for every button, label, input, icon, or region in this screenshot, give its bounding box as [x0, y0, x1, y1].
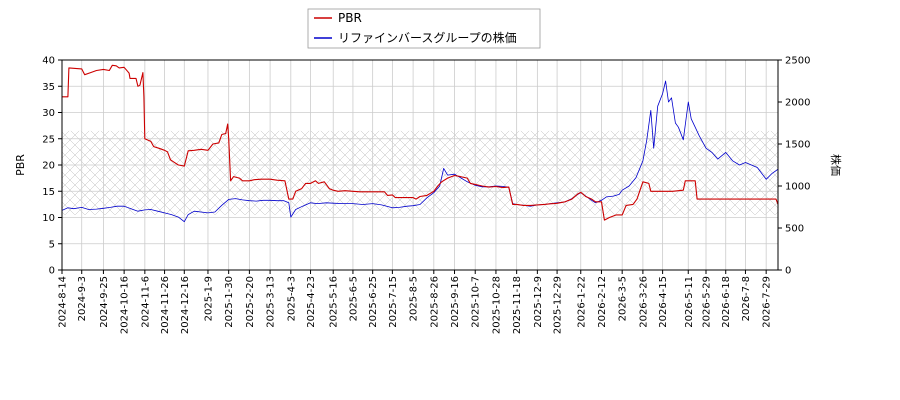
x-tick-label: 2025-3-13 — [266, 276, 277, 328]
x-tick-label: 2025-10-28 — [491, 276, 502, 334]
legend-box — [307, 8, 541, 49]
x-tick-label: 2025-10-7 — [471, 276, 482, 328]
left-tick-label: 30 — [42, 108, 55, 119]
right-tick-label: 2500 — [785, 56, 810, 67]
x-tick-label: 2024-11-26 — [160, 276, 171, 334]
left-tick-label: 25 — [42, 134, 55, 145]
x-tick-label: 2026-2-12 — [597, 276, 608, 328]
x-tick-label: 2024-9-25 — [99, 276, 110, 328]
series-line-pbr — [62, 64, 778, 221]
x-tick-label: 2025-8-5 — [409, 276, 420, 321]
x-tick-label: 2024-9-3 — [77, 276, 88, 321]
x-tick-label: 2026-4-15 — [658, 276, 669, 328]
x-tick-label: 2025-9-16 — [450, 276, 461, 328]
left-tick-label: 15 — [42, 187, 55, 198]
x-tick-label: 2025-7-15 — [388, 276, 399, 328]
x-tick-label: 2025-1-30 — [224, 276, 235, 328]
right-tick-label: 1500 — [785, 140, 810, 151]
left-tick-label: 5 — [49, 239, 55, 250]
x-tick-label: 2025-2-20 — [245, 276, 256, 328]
x-tick-label: 2026-5-29 — [702, 276, 713, 328]
legend-label-price: リファインバースグループの株価 — [338, 30, 517, 45]
right-tick-label: 1000 — [785, 182, 810, 193]
hatch-band-rect — [62, 130, 778, 215]
right-tick-label: 0 — [785, 266, 791, 277]
x-tick-label: 2026-3-5 — [618, 276, 629, 321]
x-tick-label: 2025-5-16 — [329, 276, 340, 328]
x-tick-label: 2025-4-23 — [306, 276, 317, 328]
x-axis: 2024-8-14 2024-9-3 2024-9-25 2024-10-16 2024… — [58, 270, 773, 334]
right-tick-label: 2000 — [785, 98, 810, 109]
left-tick-label: 0 — [49, 266, 55, 277]
right-axis-label: 株価 — [829, 154, 843, 176]
x-tick-label: 2025-1-9 — [203, 276, 214, 321]
x-tick-label: 2024-8-14 — [58, 276, 69, 328]
x-tick-label: 2026-5-11 — [684, 276, 695, 328]
left-axis-label: PBR — [14, 154, 27, 176]
x-tick-label: 2025-6-5 — [348, 276, 359, 321]
hatch-band — [62, 130, 778, 215]
x-tick-label: 2024-11-6 — [140, 276, 151, 328]
x-tick-label: 2025-12-29 — [553, 276, 564, 334]
x-tick-label: 2026-6-18 — [721, 276, 732, 328]
left-tick-label: 20 — [42, 161, 55, 172]
left-y-axis: 0 5 10 15 20 25 30 35 40 — [42, 56, 62, 277]
grid-lines — [61, 59, 778, 271]
right-tick-label: 500 — [785, 224, 804, 235]
x-tick-label: 2026-7-8 — [741, 276, 752, 321]
legend-label-pbr: PBR — [338, 11, 362, 25]
x-tick-label: 2025-11-18 — [512, 276, 523, 334]
series-line-price — [62, 80, 778, 223]
x-tick-label: 2025-6-25 — [368, 276, 379, 328]
left-tick-label: 40 — [42, 56, 55, 67]
left-tick-label: 35 — [42, 82, 55, 93]
right-y-axis: 0 500 1000 1500 2000 2500 — [778, 56, 810, 277]
x-tick-label: 2026-1-22 — [576, 276, 587, 328]
series-layer — [62, 64, 778, 223]
x-tick-label: 2026-7-29 — [762, 276, 773, 328]
x-tick-label: 2025-12-9 — [533, 276, 544, 328]
x-tick-label: 2026-3-26 — [638, 276, 649, 328]
x-tick-label: 2025-4-3 — [286, 276, 297, 321]
x-tick-label: 2024-10-16 — [120, 276, 131, 334]
x-tick-label: 2024-12-16 — [180, 276, 191, 334]
left-tick-label: 10 — [42, 213, 55, 224]
legend: PBR リファインバースグループの株価 — [307, 8, 541, 49]
x-tick-label: 2025-8-26 — [429, 276, 440, 328]
